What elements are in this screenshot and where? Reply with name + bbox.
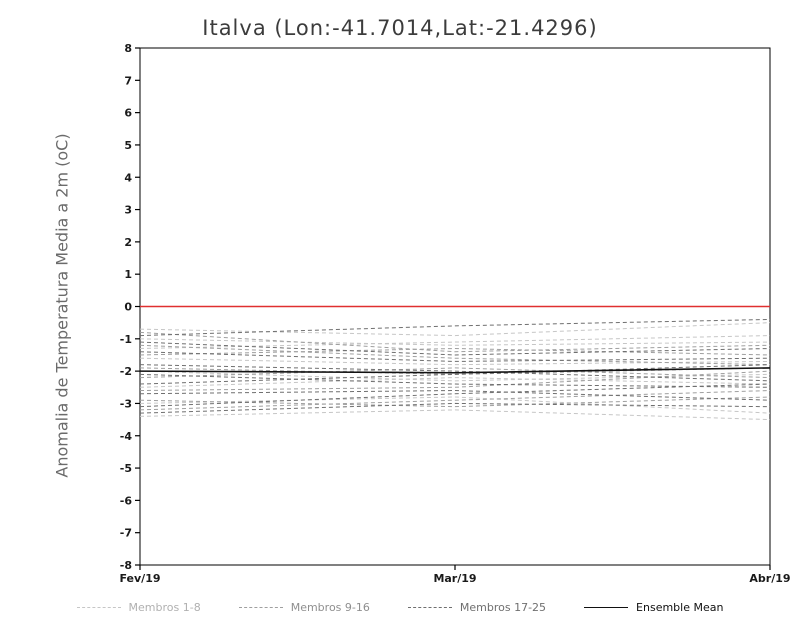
member-line xyxy=(139,318,771,337)
member-line xyxy=(139,331,771,353)
legend-label: Membros 1-8 xyxy=(128,601,201,614)
member-line xyxy=(139,338,771,346)
member-line xyxy=(139,377,771,388)
member-line xyxy=(139,390,771,411)
x-tick-label: Abr/19 xyxy=(749,572,790,585)
legend-line-icon xyxy=(584,607,629,608)
chart-title: Italva (Lon:-41.7014,Lat:-21.4296) xyxy=(202,16,598,40)
legend-label: Membros 9-16 xyxy=(290,601,370,614)
legend-item-membros-1-8: Membros 1-8 xyxy=(76,601,201,614)
x-tick-label: Mar/19 xyxy=(433,572,476,585)
member-line xyxy=(139,390,771,401)
y-tick-label: -3 xyxy=(120,397,132,410)
y-tick-label: 1 xyxy=(124,268,132,281)
y-tick-label: 3 xyxy=(124,204,132,217)
y-tick-label: -8 xyxy=(120,559,132,572)
y-tick-label: -5 xyxy=(120,462,132,475)
y-tick-label: -2 xyxy=(120,365,132,378)
member-line xyxy=(139,364,771,385)
y-tick-label: -1 xyxy=(120,333,132,346)
member-line xyxy=(139,351,771,362)
legend-line-icon xyxy=(238,607,283,608)
member-line xyxy=(139,383,771,408)
member-line xyxy=(139,341,771,356)
y-tick-label: 5 xyxy=(124,139,132,152)
legend-item-membros-17-25: Membros 17-25 xyxy=(407,601,547,614)
legend: Membros 1-8 Membros 9-16 Membros 17-25 E… xyxy=(0,601,800,614)
member-line xyxy=(139,344,771,366)
y-tick-label: -7 xyxy=(120,527,132,540)
member-line xyxy=(139,348,771,356)
member-line xyxy=(139,335,771,350)
member-line xyxy=(139,364,771,382)
y-tick-label: -6 xyxy=(120,494,133,507)
member-line xyxy=(139,370,771,392)
y-tick-label: 6 xyxy=(124,107,132,120)
y-tick-label: 8 xyxy=(124,42,132,55)
x-tick-label: Fev/19 xyxy=(119,572,160,585)
legend-label: Ensemble Mean xyxy=(636,601,724,614)
legend-line-icon xyxy=(76,607,121,608)
y-tick-label: 7 xyxy=(124,74,132,87)
member-line xyxy=(139,322,771,337)
legend-line-icon xyxy=(407,607,452,608)
member-line xyxy=(139,402,771,414)
member-line xyxy=(139,396,771,414)
legend-item-membros-9-16: Membros 9-16 xyxy=(238,601,370,614)
ensemble-mean-line xyxy=(139,367,771,374)
legend-label: Membros 17-25 xyxy=(459,601,547,614)
member-line xyxy=(139,409,771,421)
y-tick-label: 4 xyxy=(124,171,132,184)
y-tick-label: -4 xyxy=(120,430,133,443)
member-line xyxy=(139,373,771,388)
y-tick-label: 2 xyxy=(124,236,132,249)
legend-item-ensemble-mean: Ensemble Mean xyxy=(584,601,723,614)
member-line xyxy=(139,367,771,379)
y-tick-label: 0 xyxy=(124,301,132,314)
